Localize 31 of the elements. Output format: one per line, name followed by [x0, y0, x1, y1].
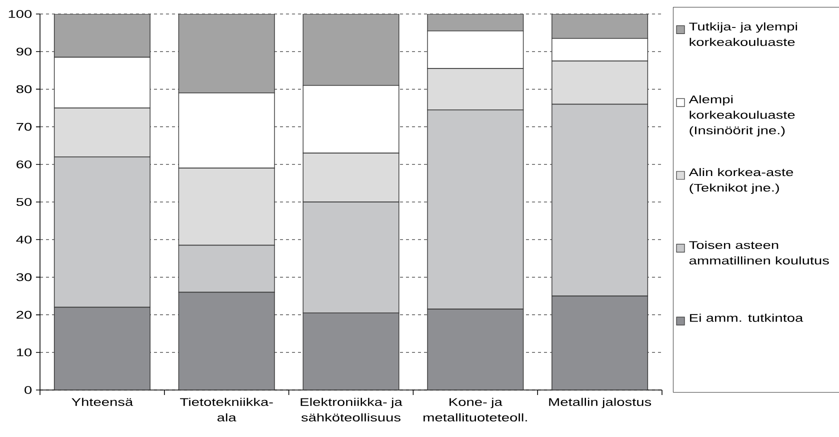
x-tick-label: Elektroniikka- ja sähköteollisuus: [300, 398, 402, 422]
legend-label: Alempi korkeakouluaste (Insinöörit jne.): [688, 95, 795, 136]
legend-label: Ei amm. tutkintoa: [690, 314, 804, 322]
bar: [178, 292, 275, 390]
bar: [427, 14, 524, 32]
y-tick-label: 70: [16, 122, 32, 131]
y-tick-label: 20: [16, 310, 32, 319]
y-tick-label: 80: [16, 85, 32, 94]
y-tick-label: 30: [16, 273, 32, 282]
y-tick-label: 90: [16, 48, 32, 56]
bar: [552, 296, 648, 390]
x-tick-label: Metallin jalostus: [549, 398, 652, 408]
y-tick-label: 60: [16, 160, 32, 168]
x-tick-label: Tietotekniikka-ala: [180, 398, 273, 422]
bar: [54, 306, 150, 390]
y-tick-label: 100: [8, 10, 32, 18]
bar: [427, 308, 524, 390]
bar: [552, 14, 648, 39]
y-tick-label: 50: [16, 198, 32, 206]
x-tick-label: Kone- ja metallituoteteoll.: [424, 398, 527, 422]
legend-label: Alin korkea-aste (Teknikot jne.): [688, 168, 794, 194]
x-tick-label: Yhteensä: [72, 398, 134, 406]
bar: [54, 14, 150, 58]
bar: [302, 312, 400, 390]
y-tick-label: 10: [16, 348, 32, 356]
legend-label: Toisen asteen ammatillinen koulutus: [689, 240, 829, 264]
y-tick-label: 0: [24, 386, 32, 394]
bar: [302, 14, 400, 86]
bar: [178, 14, 275, 94]
y-tick-label: 40: [16, 236, 32, 244]
legend-label: Tutkija- ja ylempi korkeakouluaste: [689, 22, 798, 46]
